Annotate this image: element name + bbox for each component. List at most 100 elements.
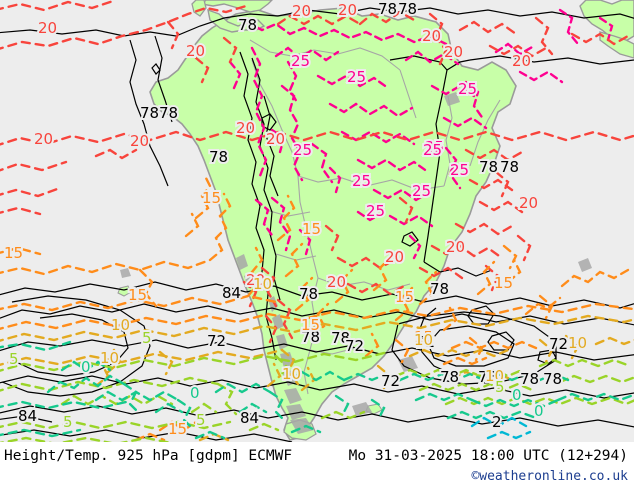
temp-label-5-halo: 5 (9, 350, 19, 368)
temp-label-15: 15 (4, 244, 23, 262)
height-label-78: 78 (378, 0, 397, 18)
temp-label-10-halo: 10 (485, 367, 504, 385)
temp-label-0-halo: 0 (512, 386, 522, 404)
temp-label-15-halo: 15 (302, 220, 321, 238)
temp-label-20-halo: 20 (444, 43, 463, 61)
temp-label-20: 20 (236, 119, 255, 137)
height-label-78: 78 (140, 104, 159, 122)
temp-label-20: 20 (422, 27, 441, 45)
height-label-72: 72 (345, 337, 364, 355)
temp-label-0: 0 (512, 386, 522, 404)
temp-label-10-halo: 10 (414, 331, 433, 349)
temp-label-20: 20 (519, 194, 538, 212)
height-label-72: 72 (549, 335, 568, 353)
footer-title: Height/Temp. 925 hPa [gdpm] ECMWF (4, 448, 293, 464)
footer-copyright: ©weatheronline.co.uk (471, 469, 628, 484)
temp-label-15-halo: 15 (395, 288, 414, 306)
landmass-layer (117, 0, 634, 441)
isotherm-5-layer (0, 350, 634, 442)
temp-label-10: 10 (414, 331, 433, 349)
temp-label-10-halo: 10 (282, 365, 301, 383)
temp-label-10-halo: 10 (253, 275, 272, 293)
temp-label-10: 10 (253, 275, 272, 293)
temp-label-15-halo: 15 (301, 316, 320, 334)
temp-label-15-halo: 15 (414, 328, 433, 346)
temp-label-20-halo: 20 (236, 119, 255, 137)
height-label-84: 84 (18, 407, 37, 425)
height-label-72: 72 (381, 372, 400, 390)
height-label-78: 78 (398, 0, 417, 18)
temp-label-5-halo: 5 (196, 411, 206, 429)
land-south-america (149, 7, 517, 441)
temp-label-0-halo: 0 (534, 402, 544, 420)
height-label-78: 78 (479, 158, 498, 176)
height-label-78-halo: 78 (299, 285, 318, 303)
height-label-78-halo: 78 (209, 148, 228, 166)
temp-label-15: 15 (302, 220, 321, 238)
temp-label-10-halo: 10 (100, 349, 119, 367)
height-label-78-halo: 78 (500, 158, 519, 176)
temp-label-15: 15 (202, 189, 221, 207)
temp-label-5: 5 (63, 413, 73, 431)
height-label-78: 78 (159, 104, 178, 122)
temp-label-20: 20 (246, 271, 265, 289)
temp-label-10: 10 (111, 316, 130, 334)
temp-label-5-halo: 5 (142, 329, 152, 347)
isotherm-20-layer (0, 0, 634, 344)
isotherm-0-layer (0, 340, 634, 440)
temp-label-15: 15 (414, 328, 433, 346)
height-label-78-halo: 78 (238, 16, 257, 34)
temp-label-20-halo: 20 (130, 132, 149, 150)
temp-label-0: 0 (81, 358, 91, 376)
temp-label-20-halo: 20 (422, 27, 441, 45)
height-label-72-halo: 72 (381, 372, 400, 390)
height-label-72-halo: 72 (416, 333, 435, 351)
height-label-72: 72 (416, 333, 435, 351)
height-label-72: 72 (207, 332, 226, 350)
temp-label-15: 15 (494, 274, 513, 292)
temp-label-25: 25 (425, 138, 444, 156)
height-label-78: 78 (238, 16, 257, 34)
temp-label-25-halo: 25 (366, 202, 385, 220)
temp-label-15-halo: 15 (4, 244, 23, 262)
height-label-78: 78 (478, 368, 497, 386)
temp-label-15-halo: 15 (128, 286, 147, 304)
temp-label-25-halo: 25 (293, 141, 312, 159)
temp-label-25: 25 (347, 68, 366, 86)
temp-label-20: 20 (444, 43, 463, 61)
height-label-78-halo: 78 (478, 368, 497, 386)
temp-label-25: 25 (352, 172, 371, 190)
temp-label-20-halo: 20 (327, 273, 346, 291)
height-label-78-halo: 78 (331, 329, 350, 347)
temp-label-20-halo: 20 (519, 194, 538, 212)
temp-label-20-halo: 20 (246, 271, 265, 289)
temp-label-15: 15 (301, 316, 320, 334)
height-label-78-halo: 78 (140, 104, 159, 122)
isotherm-25-layer (228, 8, 614, 260)
temp-label-10: 10 (100, 349, 119, 367)
height-label-78: 78 (440, 368, 459, 386)
height-label-78-halo: 78 (301, 328, 320, 346)
temp-label-25: 25 (366, 202, 385, 220)
height-label-78-halo: 78 (159, 104, 178, 122)
temp-label-25: 25 (450, 161, 469, 179)
temp-label-20: 20 (130, 132, 149, 150)
height-label-2-halo: 2 (492, 413, 502, 431)
temp-label-25: 25 (291, 52, 310, 70)
height-label-2: 2 (492, 413, 502, 431)
temp-label-25-halo: 25 (352, 172, 371, 190)
temp-label-20: 20 (38, 19, 57, 37)
temp-label-5-halo: 5 (63, 413, 73, 431)
weather-map[interactable]: 78 78 78 78 78 78 78 78 78 78 78 78 78 78 78 78 78 78 78 78… (0, 0, 634, 442)
temp-label-20: 20 (34, 130, 53, 148)
temp-label-20-halo: 20 (266, 130, 285, 148)
temp-label-20: 20 (186, 42, 205, 60)
temp-label-20: 20 (385, 248, 404, 266)
temp-label-10-halo: 10 (568, 334, 587, 352)
height-label-78: 78 (331, 329, 350, 347)
height-label-78: 78 (209, 148, 228, 166)
temp-label-25-halo: 25 (423, 141, 442, 159)
map-footer: Height/Temp. 925 hPa [gdpm] ECMWF Mo 31-… (0, 442, 634, 490)
